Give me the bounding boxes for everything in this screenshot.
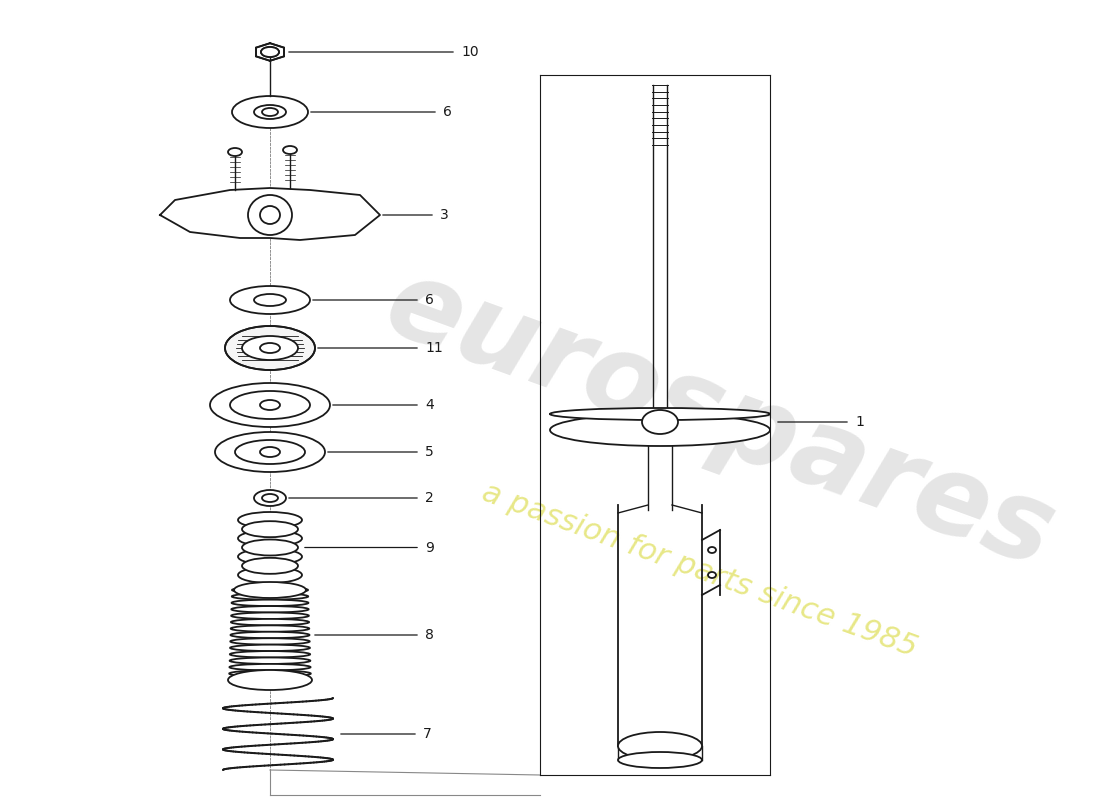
Ellipse shape <box>261 47 279 57</box>
Ellipse shape <box>210 383 330 427</box>
Ellipse shape <box>234 582 306 598</box>
Text: 10: 10 <box>461 45 478 59</box>
Text: 2: 2 <box>425 491 433 505</box>
Text: 8: 8 <box>425 628 433 642</box>
Polygon shape <box>256 43 284 61</box>
Ellipse shape <box>242 521 298 537</box>
Ellipse shape <box>232 586 308 594</box>
Ellipse shape <box>238 530 302 546</box>
Ellipse shape <box>231 619 309 626</box>
Ellipse shape <box>260 206 280 224</box>
Ellipse shape <box>231 632 309 638</box>
Ellipse shape <box>228 148 242 156</box>
Ellipse shape <box>242 558 298 574</box>
Ellipse shape <box>232 594 308 600</box>
Ellipse shape <box>230 658 310 664</box>
Ellipse shape <box>262 494 278 502</box>
Ellipse shape <box>228 670 312 690</box>
Ellipse shape <box>230 391 310 419</box>
Ellipse shape <box>254 490 286 506</box>
Ellipse shape <box>231 606 309 613</box>
Ellipse shape <box>238 567 302 583</box>
Text: eurospares: eurospares <box>372 250 1068 590</box>
Text: 9: 9 <box>425 541 433 554</box>
Ellipse shape <box>261 47 279 57</box>
Text: 5: 5 <box>425 445 433 459</box>
Ellipse shape <box>230 651 310 658</box>
Polygon shape <box>160 188 380 240</box>
Ellipse shape <box>235 440 305 464</box>
Ellipse shape <box>550 414 770 446</box>
Ellipse shape <box>230 645 310 651</box>
Ellipse shape <box>254 105 286 119</box>
Ellipse shape <box>214 432 324 472</box>
Ellipse shape <box>230 286 310 314</box>
Ellipse shape <box>232 600 308 606</box>
Ellipse shape <box>230 664 310 670</box>
Ellipse shape <box>283 146 297 154</box>
Ellipse shape <box>550 408 770 420</box>
Ellipse shape <box>232 96 308 128</box>
Ellipse shape <box>260 343 280 353</box>
Ellipse shape <box>229 670 311 677</box>
Text: 7: 7 <box>424 727 431 741</box>
Text: 11: 11 <box>425 341 442 355</box>
Ellipse shape <box>254 294 286 306</box>
Ellipse shape <box>231 626 309 632</box>
Ellipse shape <box>618 732 702 760</box>
Ellipse shape <box>242 336 298 360</box>
Text: a passion for parts since 1985: a passion for parts since 1985 <box>478 478 922 662</box>
Ellipse shape <box>238 549 302 565</box>
Ellipse shape <box>226 326 315 370</box>
Text: 6: 6 <box>443 105 452 119</box>
Text: 6: 6 <box>425 293 433 307</box>
Text: 3: 3 <box>440 208 449 222</box>
Ellipse shape <box>230 638 310 645</box>
Ellipse shape <box>618 752 702 768</box>
Ellipse shape <box>260 447 280 457</box>
Ellipse shape <box>231 613 309 619</box>
Text: 1: 1 <box>855 415 864 429</box>
Ellipse shape <box>248 195 292 235</box>
Ellipse shape <box>708 547 716 553</box>
Ellipse shape <box>642 410 678 434</box>
Text: 4: 4 <box>425 398 433 412</box>
Ellipse shape <box>708 572 716 578</box>
Ellipse shape <box>260 400 280 410</box>
Ellipse shape <box>242 539 298 555</box>
Ellipse shape <box>262 108 278 116</box>
Ellipse shape <box>238 512 302 528</box>
